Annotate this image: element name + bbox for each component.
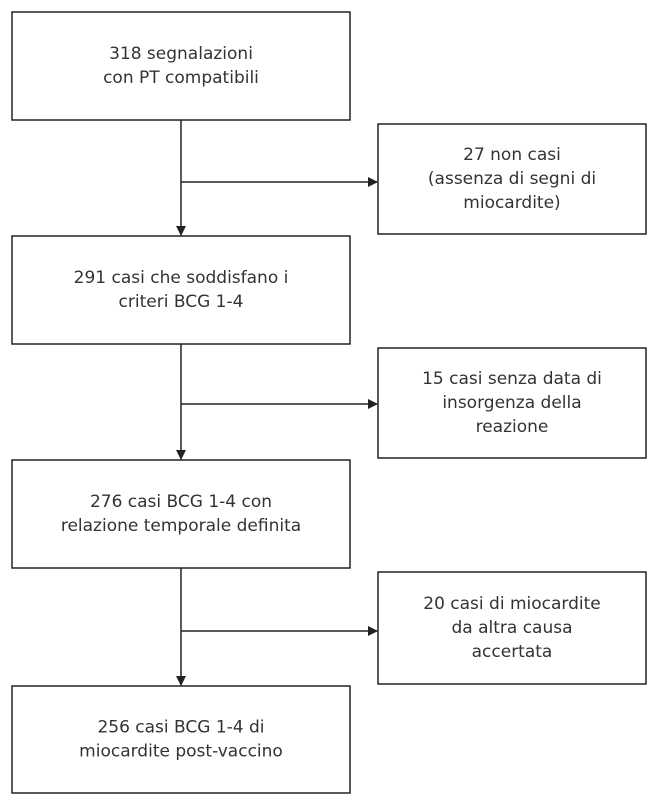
boxes: 318 segnalazioni con PT compatibili 27 non… (11, 11, 647, 794)
node-label: con PT compatibili (103, 68, 259, 88)
node-box (11, 685, 351, 794)
node-label: 20 casi di miocardite (423, 594, 600, 614)
node-label: 291 casi che soddisfano i (74, 268, 289, 288)
node: 291 casi che soddisfano i criteri BCG 1-4 (11, 235, 351, 345)
node-box (11, 459, 351, 569)
node-label: miocardite post-vaccino (79, 742, 283, 762)
node-label: miocardite) (463, 193, 560, 213)
node: 27 non casi (assenza di segni di miocardit… (377, 123, 647, 235)
node-label: 276 casi BCG 1-4 con (90, 492, 272, 512)
node: 20 casi di miocardite da altra causa accer… (377, 571, 647, 685)
node: 256 casi BCG 1-4 di miocardite post-vacci… (11, 685, 351, 794)
node-box (377, 347, 647, 459)
node-box (11, 235, 351, 345)
node-label: (assenza di segni di (428, 169, 596, 189)
node-label: 318 segnalazioni (109, 44, 253, 64)
node-label: insorgenza della (442, 393, 581, 413)
node-label: 256 casi BCG 1-4 di (97, 718, 264, 738)
node-box (11, 11, 351, 121)
node-label: criteri BCG 1-4 (119, 292, 244, 312)
node: 276 casi BCG 1-4 con relazione temporale … (11, 459, 351, 569)
node-label: accertata (472, 642, 553, 662)
node-box (377, 123, 647, 235)
node-label: 27 non casi (463, 145, 561, 165)
connectors (176, 120, 378, 686)
node-box (377, 571, 647, 685)
node: 318 segnalazioni con PT compatibili (11, 11, 351, 121)
node-label: da altra causa (451, 618, 572, 638)
node-label: 15 casi senza data di (422, 369, 602, 389)
node: 15 casi senza data di insorgenza della rea… (377, 347, 647, 459)
node-label: reazione (476, 417, 549, 437)
node-label: relazione temporale definita (61, 516, 301, 536)
